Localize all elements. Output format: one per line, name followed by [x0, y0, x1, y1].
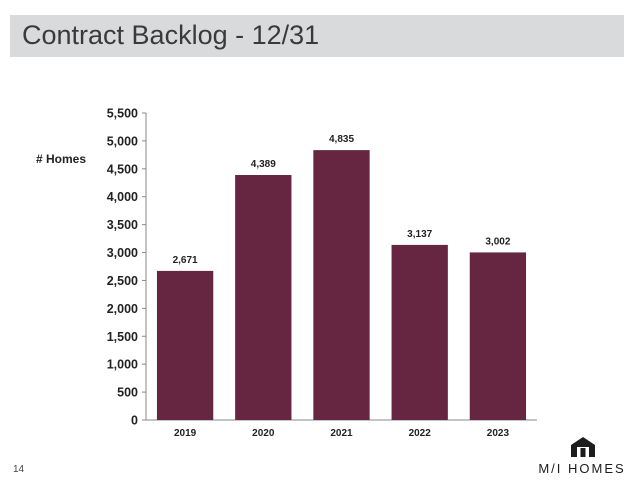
house-logo-icon: [571, 437, 595, 457]
bar-value-label: 4,389: [251, 159, 276, 170]
bar: [391, 244, 448, 420]
page-title: Contract Backlog - 12/31: [22, 20, 320, 50]
title-bar: Contract Backlog - 12/31: [10, 15, 624, 57]
x-tick-label: 2023: [487, 428, 510, 439]
page-number: 14: [13, 464, 25, 475]
x-tick-label: 2020: [252, 428, 275, 439]
bar: [313, 150, 370, 421]
x-tick-label: 2022: [409, 428, 432, 439]
y-tick-label: 2,500: [107, 274, 138, 288]
y-tick-label: 4,500: [107, 162, 138, 176]
y-tick-label: 3,500: [107, 218, 138, 232]
y-tick-label: 4,000: [107, 190, 138, 204]
y-tick-label: 0: [131, 414, 138, 428]
y-tick-label: 3,000: [107, 246, 138, 260]
company-logo-text: M/I HOMES: [538, 461, 626, 476]
y-tick-label: 500: [117, 386, 138, 400]
y-tick-label: 5,000: [107, 134, 138, 148]
bar: [469, 252, 527, 420]
x-tick-label: 2021: [330, 428, 353, 439]
y-tick-label: 5,500: [107, 107, 138, 121]
y-tick-label: 1,000: [107, 358, 138, 372]
bar: [156, 270, 214, 420]
bar-value-label: 3,002: [485, 236, 510, 247]
bar: [235, 175, 292, 420]
x-tick-label: 2019: [174, 428, 197, 439]
y-tick-label: 2,000: [107, 302, 138, 316]
bar-value-label: 4,835: [329, 134, 354, 145]
y-tick-label: 1,500: [107, 330, 138, 344]
y-axis-label: # Homes: [36, 152, 87, 166]
bar-value-label: 2,671: [173, 255, 198, 266]
bar-value-label: 3,137: [407, 229, 432, 240]
